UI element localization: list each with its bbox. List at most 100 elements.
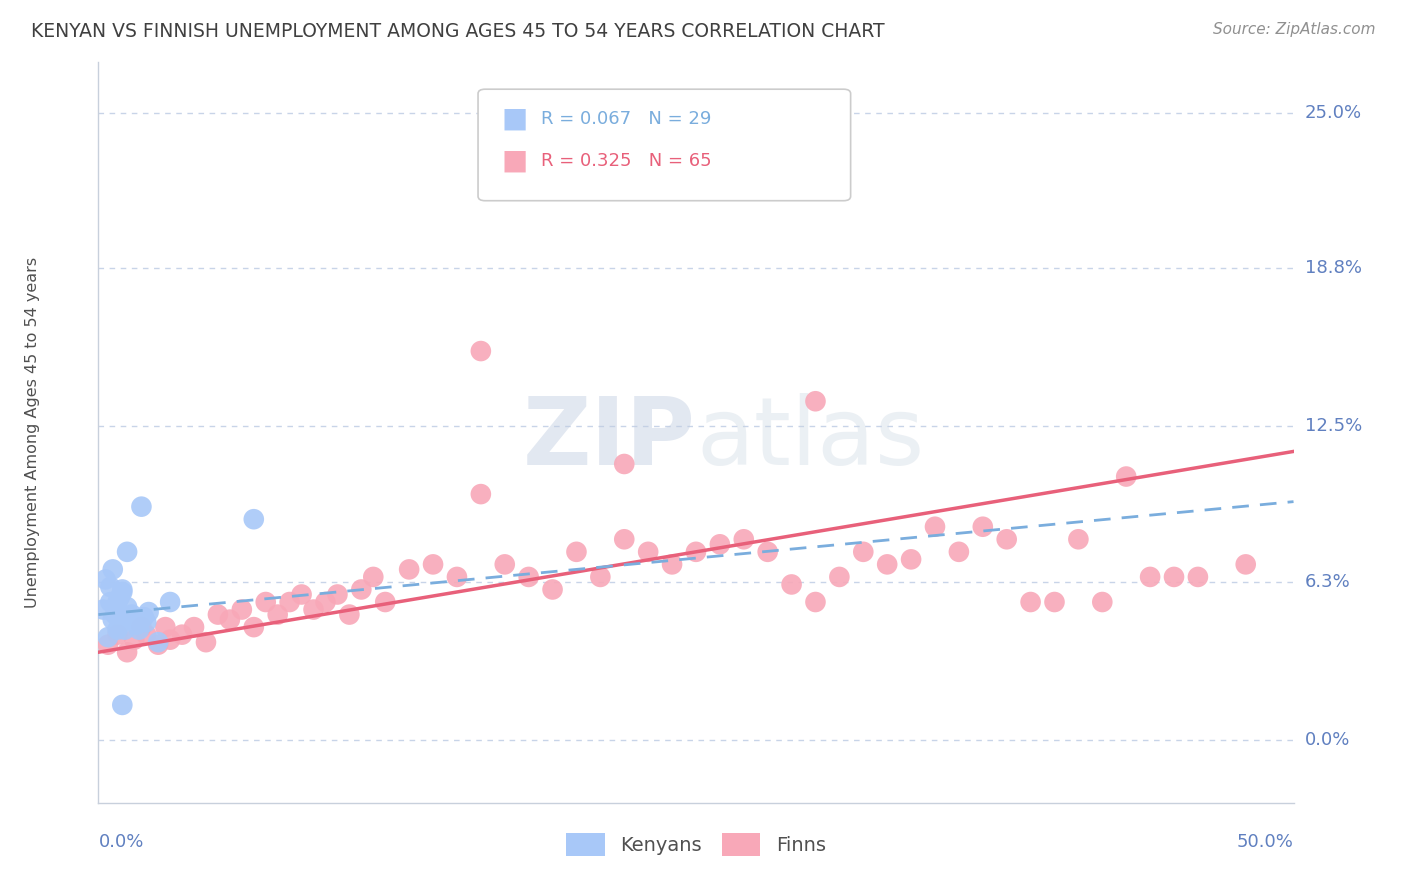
Point <box>613 533 636 547</box>
Point <box>115 600 138 615</box>
Point <box>267 607 290 622</box>
Point <box>124 632 146 647</box>
Point <box>128 623 150 637</box>
Point <box>101 562 124 576</box>
Point <box>1234 558 1257 572</box>
Point <box>243 512 266 526</box>
Point <box>148 638 170 652</box>
Point <box>350 582 373 597</box>
Point <box>995 533 1018 547</box>
Point <box>111 585 134 599</box>
Point <box>108 590 131 604</box>
Point <box>243 620 266 634</box>
Point <box>131 500 153 514</box>
Point <box>470 487 492 501</box>
Point <box>924 520 946 534</box>
Point <box>155 620 177 634</box>
Point <box>104 607 127 622</box>
Point <box>159 595 181 609</box>
Point <box>231 602 253 616</box>
Text: 18.8%: 18.8% <box>1305 260 1361 277</box>
Text: ZIP: ZIP <box>523 392 696 485</box>
Point <box>101 613 124 627</box>
Point <box>131 620 153 634</box>
Point <box>374 595 396 609</box>
Text: R = 0.067   N = 29: R = 0.067 N = 29 <box>541 110 711 128</box>
Point <box>1139 570 1161 584</box>
Point <box>804 595 827 609</box>
Point <box>1019 595 1042 609</box>
Point <box>541 582 564 597</box>
Text: Source: ZipAtlas.com: Source: ZipAtlas.com <box>1212 22 1375 37</box>
Point <box>780 577 803 591</box>
Point <box>124 615 146 629</box>
Point <box>98 580 122 594</box>
Point <box>98 595 122 609</box>
Point <box>315 595 337 609</box>
Point <box>97 638 120 652</box>
Point <box>195 635 218 649</box>
Text: 25.0%: 25.0% <box>1305 103 1362 121</box>
Point <box>107 627 129 641</box>
Point <box>900 552 922 566</box>
Point <box>111 698 134 712</box>
Point <box>637 545 659 559</box>
Point <box>135 615 157 629</box>
Point <box>470 344 492 359</box>
Point <box>709 537 731 551</box>
Point <box>278 595 301 609</box>
Point <box>363 570 385 584</box>
Point <box>254 595 277 609</box>
Point <box>494 558 516 572</box>
Point <box>172 627 194 641</box>
Text: KENYAN VS FINNISH UNEMPLOYMENT AMONG AGES 45 TO 54 YEARS CORRELATION CHART: KENYAN VS FINNISH UNEMPLOYMENT AMONG AGE… <box>31 22 884 41</box>
Point <box>121 607 143 622</box>
Point <box>1163 570 1185 584</box>
Point <box>219 613 242 627</box>
Text: atlas: atlas <box>696 392 924 485</box>
Point <box>876 558 898 572</box>
Point <box>111 582 134 597</box>
Text: R = 0.325   N = 65: R = 0.325 N = 65 <box>541 152 711 169</box>
Point <box>132 610 155 624</box>
Point <box>948 545 970 559</box>
Point <box>118 610 141 624</box>
Text: 0.0%: 0.0% <box>98 833 143 851</box>
Point <box>589 570 612 584</box>
Point <box>422 558 444 572</box>
Point <box>1091 595 1114 609</box>
Point <box>446 570 468 584</box>
Text: 50.0%: 50.0% <box>1237 833 1294 851</box>
Text: 0.0%: 0.0% <box>1305 731 1350 749</box>
Point <box>733 533 755 547</box>
Text: Unemployment Among Ages 45 to 54 years: Unemployment Among Ages 45 to 54 years <box>25 257 41 608</box>
Point <box>207 607 229 622</box>
Point <box>756 545 779 559</box>
Point <box>91 602 114 616</box>
Point <box>326 587 349 601</box>
Point <box>291 587 314 601</box>
Point <box>148 635 170 649</box>
Point <box>517 570 540 584</box>
Text: ■: ■ <box>502 104 529 133</box>
Point <box>159 632 181 647</box>
Point <box>852 545 875 559</box>
Text: 12.5%: 12.5% <box>1305 417 1362 435</box>
Point <box>1067 533 1090 547</box>
Text: 6.3%: 6.3% <box>1305 573 1350 591</box>
Point <box>613 457 636 471</box>
Point <box>685 545 707 559</box>
Point <box>97 630 120 644</box>
Point <box>302 602 325 616</box>
Point <box>115 645 138 659</box>
Point <box>138 605 160 619</box>
Legend: Kenyans, Finns: Kenyans, Finns <box>558 825 834 863</box>
Point <box>661 558 683 572</box>
Point <box>398 562 420 576</box>
Point <box>94 573 117 587</box>
Point <box>1187 570 1209 584</box>
Point <box>107 623 129 637</box>
Point <box>804 394 827 409</box>
Point <box>972 520 994 534</box>
Point <box>828 570 851 584</box>
